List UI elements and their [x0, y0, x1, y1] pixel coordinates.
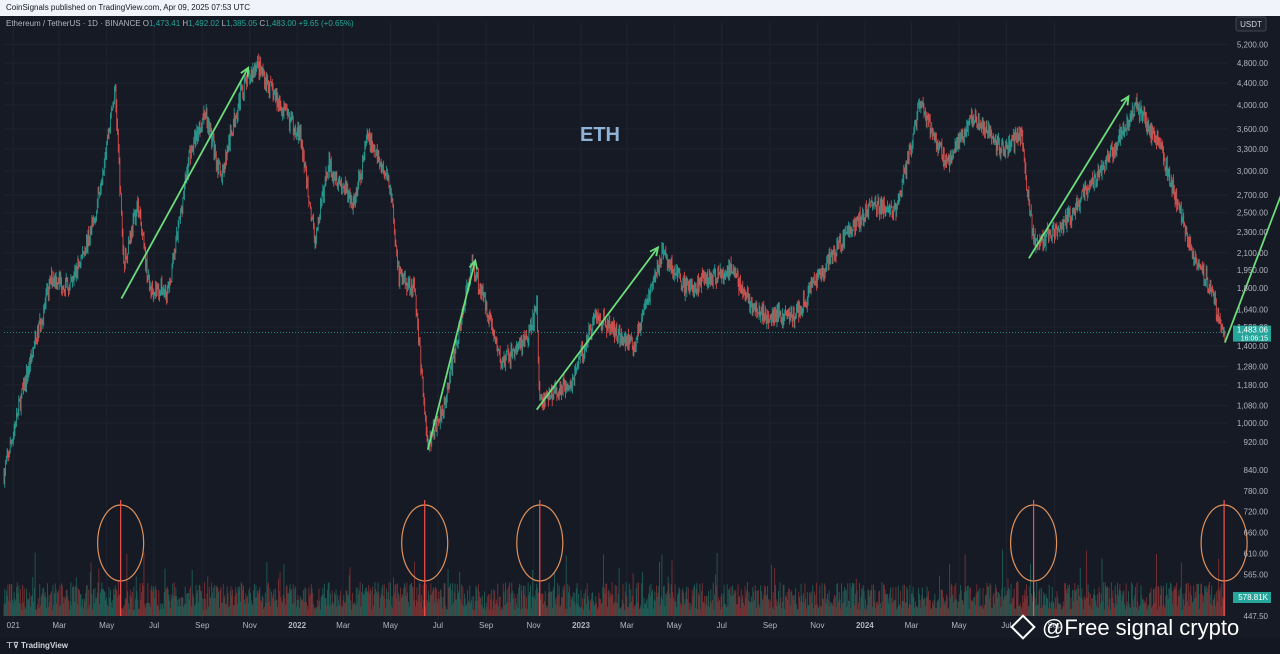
price-tick-label: 1,400.00	[1237, 342, 1269, 351]
time-tick-label: Sep	[1047, 621, 1062, 630]
price-tick-label: 2,100.00	[1237, 249, 1269, 258]
price-tick-label: 1,180.00	[1237, 381, 1269, 390]
volume-tick-label: 610.00	[1244, 549, 1269, 558]
time-tick-label: May	[951, 621, 966, 630]
volume-tick-label: 780.00	[1244, 487, 1269, 496]
trend-arrow-head	[468, 258, 478, 270]
price-tick-label: 2,700.00	[1237, 191, 1269, 200]
current-price-label: 1,483.06	[1237, 326, 1269, 335]
volume-tick-label: 447.50	[1244, 612, 1269, 621]
current-volume-label: 578.81K	[1238, 593, 1268, 602]
chart-grid	[4, 22, 1228, 620]
price-tick-label: 1,080.00	[1237, 401, 1269, 410]
trend-arrows	[120, 66, 1280, 451]
close-value: 1,483.00	[265, 19, 297, 28]
tradingview-logo[interactable]: ⊤⊽ TradingView	[6, 641, 69, 650]
time-tick-label: Mar	[336, 621, 350, 630]
volume-bars	[3, 549, 1226, 616]
high-value: 1,492.02	[188, 19, 220, 28]
price-tick-label: 3,300.00	[1237, 145, 1269, 154]
trend-arrow-line	[535, 246, 659, 411]
currency-box	[1235, 16, 1267, 32]
volume-tick-label: 720.00	[1244, 508, 1269, 517]
binance-icon	[1010, 614, 1036, 640]
volume-circles	[97, 500, 1248, 616]
time-tick-label: Mar	[52, 621, 66, 630]
time-tick-label: May	[383, 621, 398, 630]
time-tick-label: Nov	[243, 621, 257, 630]
price-tick-label: 4,000.00	[1237, 101, 1269, 110]
published-header: CoinSignals published on TradingView.com…	[0, 0, 1280, 16]
time-tick-label: Jul	[717, 621, 727, 630]
price-tick-label: 3,000.00	[1237, 167, 1269, 176]
time-axis: 021 Mar May Jul Sep Nov 2022 Mar May Jul Sep Nov 202…	[7, 621, 1063, 630]
volume-tag-box	[1233, 592, 1271, 603]
currency-label: USDT	[1240, 20, 1262, 29]
footer-bar: ⊤⊽ TradingView	[0, 638, 1280, 654]
watermark: @Free signal crypto	[1010, 614, 1239, 641]
time-tick-label: 2022	[288, 621, 306, 630]
countdown-label: 16:06:15	[1241, 336, 1268, 343]
time-tick-label: May	[99, 621, 114, 630]
time-tick-label: 2024	[856, 621, 874, 630]
price-tick-label: 1,640.00	[1237, 306, 1269, 315]
symbol-name: Ethereum / TetherUS · 1D · BINANCE	[6, 19, 141, 28]
tv-icon: ⊤⊽	[6, 641, 22, 650]
price-tick-label: 4,800.00	[1237, 59, 1269, 68]
trend-arrow-head	[1120, 94, 1130, 106]
price-tick-label: 2,300.00	[1237, 228, 1269, 237]
time-tick-label: Mar	[620, 621, 634, 630]
trend-arrow-line	[426, 260, 477, 451]
price-tick-label: 920.00	[1244, 438, 1269, 447]
trend-arrow-head	[649, 245, 660, 257]
trend-arrow-line	[1028, 95, 1130, 259]
price-tick-label: 1,950.00	[1237, 266, 1269, 275]
price-tick-label: 1,800.00	[1237, 284, 1269, 293]
price-tick-label: 3,600.00	[1237, 125, 1269, 134]
price-tag-box	[1233, 325, 1271, 342]
change-value: +9.65 (+0.65%)	[298, 19, 354, 28]
price-tick-label: 4,400.00	[1237, 79, 1269, 88]
trend-arrow-line	[1224, 195, 1280, 343]
price-tick-label: 1,280.00	[1237, 362, 1269, 371]
time-tick-label: May	[667, 621, 682, 630]
open-value: 1,473.41	[149, 19, 181, 28]
symbol-legend: Ethereum / TetherUS · 1D · BINANCE O1,47…	[6, 19, 354, 28]
time-tick-label: Jul	[433, 621, 443, 630]
time-tick-label: 2023	[572, 621, 590, 630]
time-tick-label: Mar	[905, 621, 919, 630]
price-tick-label: 5,200.00	[1237, 41, 1269, 50]
trend-arrow-head	[240, 66, 250, 77]
low-value: 1,385.05	[226, 19, 258, 28]
time-tick-label: Sep	[479, 621, 494, 630]
volume-tick-label: 565.00	[1244, 570, 1269, 579]
time-tick-label: Jul	[149, 621, 159, 630]
price-tick-label: 2,500.00	[1237, 209, 1269, 218]
chart-title: ETH	[580, 124, 620, 146]
volume-tick-label: 840.00	[1244, 466, 1269, 475]
candles	[3, 53, 1226, 488]
time-tick-label: Jul	[1001, 621, 1011, 630]
time-tick-label: Nov	[810, 621, 824, 630]
price-tick-label: 1,000.00	[1237, 419, 1269, 428]
time-tick-label: Sep	[195, 621, 210, 630]
volume-tick-label: 660.00	[1244, 529, 1269, 538]
time-tick-label: Sep	[763, 621, 778, 630]
time-tick-label: Nov	[526, 621, 540, 630]
time-tick-label: 021	[7, 621, 21, 630]
trend-arrow-line	[120, 67, 249, 300]
